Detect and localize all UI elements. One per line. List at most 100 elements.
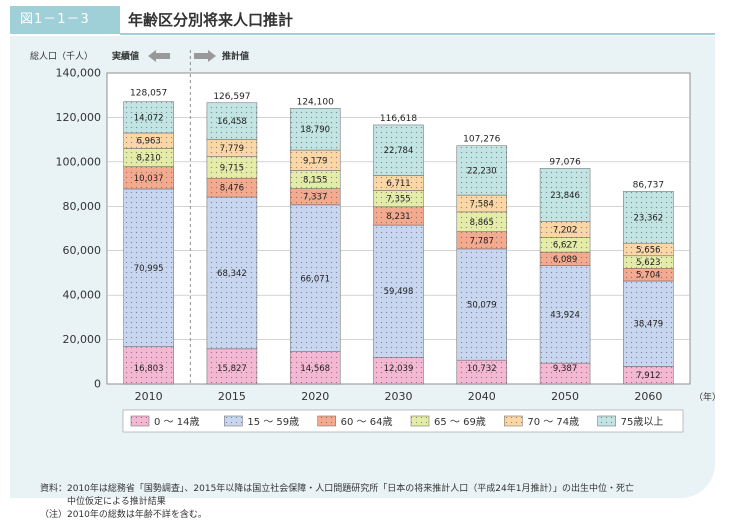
projection-arrow-icon (194, 50, 216, 62)
data-label: 70,995 (134, 264, 164, 274)
bar-segment-texture (290, 351, 341, 384)
projection-value-label: 推計値 (222, 50, 249, 62)
data-label: 9,715 (220, 163, 244, 173)
bar-segment-texture (456, 211, 507, 232)
data-label: 12,039 (384, 364, 414, 374)
page: 図1－1－3 年齢区分別将来人口推計 総人口（千人） 実績値 推計値 0 20,0… (10, 6, 715, 520)
data-label: 38,479 (633, 320, 663, 330)
bar-segment-texture (123, 188, 174, 347)
data-label: 6,963 (136, 137, 160, 147)
x-tick-label: 2015 (218, 390, 246, 403)
data-label: 43,924 (550, 310, 580, 320)
figure-header: 図1－1－3 年齢区分別将来人口推計 (10, 6, 715, 35)
bar-segment-texture (540, 363, 591, 384)
total-label: 97,076 (549, 157, 581, 167)
x-tick-label: 2030 (385, 390, 413, 403)
data-label: 7,787 (470, 236, 494, 246)
total-label: 126,597 (213, 92, 250, 102)
y-tick-label: 20,000 (63, 333, 102, 346)
data-label: 68,342 (217, 269, 247, 279)
data-label: 7,584 (470, 199, 494, 209)
data-label: 9,179 (303, 156, 327, 166)
data-label: 8,865 (470, 218, 494, 228)
stacked-bar-chart: 総人口（千人） 実績値 推計値 0 20,000 40,000 60,000 80,00… (30, 50, 715, 433)
bar-segment-texture (456, 145, 507, 196)
legend-label: 70 ～ 74歳 (527, 416, 579, 428)
total-label: 107,276 (463, 135, 500, 145)
bar-segment-texture (206, 102, 257, 140)
data-label: 16,458 (217, 117, 247, 127)
legend-swatch-texture (411, 416, 429, 426)
legend-swatch-texture (597, 416, 616, 426)
total-label: 86,737 (633, 180, 665, 190)
data-label: 10,732 (467, 364, 497, 374)
legend-label: 60 ～ 64歳 (341, 416, 393, 428)
source-notes: 資料：2010年は総務省「国勢調査」、2015年以降は国立社会保障・人口問題研究… (40, 483, 720, 522)
figure-number: 図1－1－3 (10, 6, 120, 34)
data-label: 5,656 (636, 246, 660, 256)
bar-segment-texture (206, 197, 257, 349)
bar-segment-texture (290, 150, 341, 171)
chart-panel: 総人口（千人） 実績値 推計値 0 20,000 40,000 60,000 80,00… (10, 36, 715, 520)
y-tick-label: 80,000 (63, 200, 102, 213)
legend-swatch-texture (131, 416, 149, 426)
bar-segment-texture (123, 166, 174, 189)
bar-segment-texture (373, 124, 424, 176)
data-label: 8,155 (303, 176, 327, 186)
data-label: 7,337 (303, 193, 327, 203)
data-label: 9,387 (553, 364, 577, 374)
bar-segment-texture (206, 156, 257, 179)
y-tick-label: 120,000 (56, 111, 102, 124)
data-label: 22,230 (467, 166, 497, 176)
bar-segment-texture (623, 255, 674, 269)
bar-segment-texture (123, 148, 174, 167)
source-line-continued: 中位仮定による推計結果 (40, 497, 166, 507)
bar-segment-texture (290, 170, 341, 189)
data-label: 59,498 (384, 287, 414, 297)
bar-segment-texture (123, 132, 174, 149)
figure-title: 年齢区分別将来人口推計 (128, 11, 294, 29)
data-label: 14,568 (300, 364, 330, 374)
data-label: 14,072 (134, 113, 164, 123)
total-label: 124,100 (297, 97, 334, 107)
bar-segment-texture (540, 252, 591, 266)
data-label: 16,803 (134, 364, 164, 374)
bar-segment-texture (123, 101, 174, 133)
x-tick-label: 2010 (135, 390, 163, 403)
bar-segment-texture (623, 366, 674, 384)
data-label: 10,037 (134, 174, 164, 184)
bar-segment-texture (206, 178, 257, 198)
bar-segment-texture (290, 204, 341, 352)
header-underline (120, 33, 715, 35)
bar-segment-texture (623, 191, 674, 244)
y-tick-label: 100,000 (56, 155, 102, 168)
bar-segment-texture (456, 195, 507, 212)
bar-segment-texture (206, 348, 257, 384)
x-tick-label: 2040 (468, 390, 496, 403)
y-axis-label: 総人口（千人） (30, 50, 93, 62)
data-label: 8,210 (136, 154, 160, 164)
total-label: 116,618 (380, 114, 417, 124)
data-label: 66,071 (300, 274, 330, 284)
bar-segment-texture (623, 243, 674, 256)
legend-swatch-texture (224, 416, 243, 426)
data-label: 7,779 (220, 144, 244, 154)
x-tick-label: 2060 (634, 390, 662, 403)
data-label: 7,355 (386, 195, 410, 205)
data-label: 7,202 (553, 225, 577, 235)
data-label: 5,704 (636, 271, 660, 281)
bar-segment-texture (373, 225, 424, 358)
legend-swatch-texture (317, 416, 336, 426)
legend-label: 75歳以上 (621, 416, 664, 428)
actual-arrow-icon (148, 50, 170, 62)
bar-segment-texture (623, 268, 674, 281)
legend-label: 15 ～ 59歳 (247, 416, 299, 428)
bar-segment-texture (540, 168, 591, 222)
legend-label: 65 ～ 69歳 (434, 416, 486, 428)
bar-segment-texture (206, 139, 257, 157)
bar-segment-texture (123, 346, 174, 384)
legend-swatch-texture (504, 416, 523, 426)
bar-segment-texture (373, 357, 424, 384)
bar-segment-texture (540, 265, 591, 364)
data-label: 6,627 (553, 241, 577, 251)
